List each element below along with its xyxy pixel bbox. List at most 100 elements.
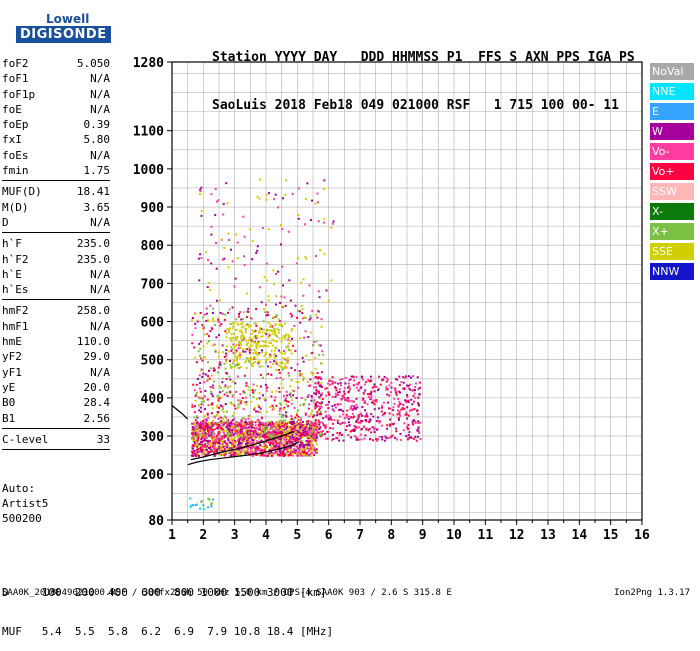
echo-point (198, 455, 201, 457)
echo-point (194, 452, 197, 455)
echo-point (244, 449, 247, 452)
echo-point (399, 432, 402, 435)
echo-point (349, 430, 352, 433)
echo-point (296, 445, 299, 448)
param-row-yf1: yF1 N/A (2, 365, 110, 380)
echo-point (311, 351, 314, 354)
echo-point (265, 454, 268, 457)
echo-point (266, 424, 268, 427)
echo-point (300, 305, 303, 308)
echo-point (280, 453, 283, 456)
echo-point (238, 441, 240, 444)
echo-point (275, 272, 277, 275)
x-tick-label: 13 (540, 528, 556, 543)
echo-point (271, 391, 274, 393)
echo-point (257, 428, 260, 431)
x-tick-label: 8 (387, 528, 395, 543)
echo-point (246, 357, 249, 360)
echo-point (197, 426, 200, 429)
trace-lower (190, 430, 295, 461)
echo-point (218, 454, 221, 457)
echo-point (280, 365, 283, 368)
echo-point (275, 437, 278, 440)
echo-point (284, 419, 287, 422)
echo-point (221, 426, 224, 429)
echo-point (317, 431, 320, 434)
echo-point (242, 334, 245, 337)
echo-point (202, 356, 205, 359)
echo-point (251, 258, 254, 261)
echo-point (252, 434, 255, 437)
echo-point (266, 445, 268, 448)
echo-point (310, 437, 312, 440)
echo-point (249, 425, 251, 428)
echo-point (235, 421, 238, 424)
echo-point (396, 413, 399, 416)
echo-point (364, 389, 367, 392)
echo-point (347, 397, 350, 399)
echo-point (226, 386, 229, 389)
echo-point (226, 421, 229, 424)
echo-point (235, 358, 238, 361)
muf-table: D 100 200 400 600 800 1000 1500 3000 [km… (2, 560, 333, 651)
echo-point (256, 195, 259, 198)
echo-point (220, 323, 223, 325)
echo-point (237, 354, 240, 357)
echo-point (323, 253, 326, 256)
echo-point (390, 423, 393, 425)
echo-point (253, 336, 256, 339)
echo-point (207, 427, 210, 430)
echo-point (263, 425, 266, 428)
echo-point (242, 417, 245, 420)
echo-point (294, 438, 297, 441)
echo-point (381, 435, 384, 438)
echo-point (216, 435, 218, 438)
digisonde-logo: Lowell DIGISONDE (6, 8, 126, 48)
echo-point (361, 399, 364, 402)
echo-point (284, 424, 287, 427)
echo-point (302, 376, 305, 379)
echo-point (222, 351, 225, 354)
echo-point (296, 316, 298, 319)
echo-point (412, 395, 415, 397)
echo-point (356, 438, 359, 441)
echo-point (228, 375, 231, 378)
echo-point (224, 421, 227, 424)
echo-point (216, 426, 218, 429)
echo-point (316, 372, 319, 375)
y-tick-label: 1280 (133, 56, 164, 71)
echo-point (221, 312, 224, 315)
echo-point (337, 421, 339, 424)
echo-point (217, 431, 220, 433)
echo-point (268, 333, 271, 335)
echo-point (262, 427, 265, 430)
echo-point (321, 392, 323, 395)
echo-point (218, 424, 221, 427)
echo-point (257, 362, 260, 365)
echo-point (193, 423, 196, 426)
param-label: B0 (2, 396, 16, 410)
echo-point (407, 401, 410, 403)
echo-point (210, 505, 213, 508)
echo-point (275, 303, 277, 306)
echo-point (255, 324, 258, 327)
echo-point (308, 444, 311, 447)
echo-point (208, 423, 211, 426)
echo-point (266, 330, 269, 333)
echo-point (273, 354, 276, 357)
echo-point (261, 335, 264, 338)
echo-point (197, 350, 200, 353)
echo-point (290, 441, 293, 444)
echo-point (302, 420, 304, 423)
echo-point (351, 407, 354, 410)
echo-point (201, 436, 204, 439)
echo-point (208, 369, 210, 372)
echo-point (331, 376, 334, 379)
echo-point (347, 382, 350, 385)
echo-point (256, 385, 259, 388)
echo-point (207, 450, 210, 453)
echo-point (267, 299, 270, 302)
echo-point (200, 500, 203, 502)
param-value: N/A (90, 72, 110, 86)
echo-point (270, 423, 273, 426)
